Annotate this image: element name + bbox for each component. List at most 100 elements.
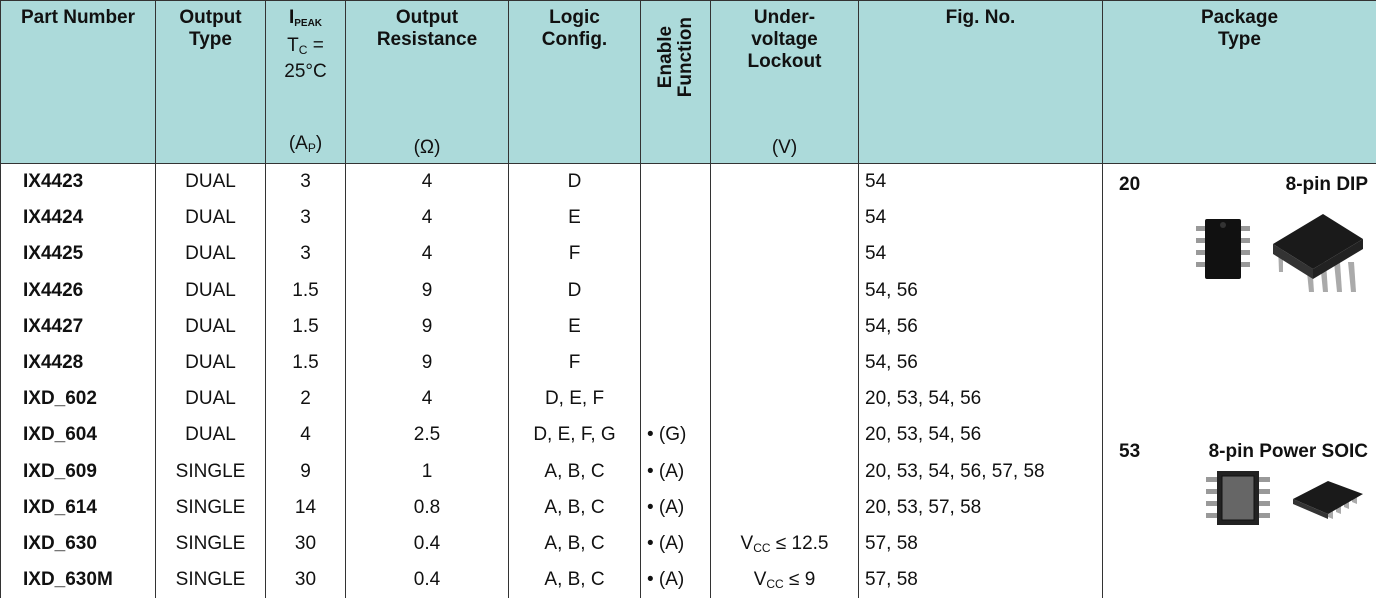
table-cell: 4 bbox=[346, 164, 509, 201]
table-cell: IXD_630M bbox=[1, 562, 156, 598]
table-cell: D bbox=[509, 164, 641, 201]
table-cell: 2 bbox=[266, 381, 346, 417]
table-cell: • (A) bbox=[641, 454, 711, 490]
table-cell: SINGLE bbox=[156, 454, 266, 490]
header-line: Resistance bbox=[348, 29, 506, 51]
header-line: Output bbox=[158, 7, 263, 29]
table-cell: 3 bbox=[266, 164, 346, 201]
text: T bbox=[287, 35, 299, 56]
text: ) bbox=[316, 133, 322, 154]
table-cell: DUAL bbox=[156, 381, 266, 417]
table-cell bbox=[641, 236, 711, 272]
table-cell: DUAL bbox=[156, 273, 266, 309]
table-cell: • (A) bbox=[641, 562, 711, 598]
table-cell: IX4428 bbox=[1, 345, 156, 381]
table-cell: 4 bbox=[346, 236, 509, 272]
table-cell: A, B, C bbox=[509, 562, 641, 598]
table-cell: 14 bbox=[266, 490, 346, 526]
table-cell: IX4425 bbox=[1, 236, 156, 272]
table-cell: 54, 56 bbox=[859, 273, 1103, 309]
table-cell: SINGLE bbox=[156, 562, 266, 598]
table-cell: • (A) bbox=[641, 490, 711, 526]
package-image bbox=[1119, 204, 1368, 305]
text: PEAK bbox=[294, 18, 322, 29]
table-cell: 57, 58 bbox=[859, 526, 1103, 562]
table-cell: F bbox=[509, 345, 641, 381]
table-cell: 1.5 bbox=[266, 345, 346, 381]
table-cell: IXD_602 bbox=[1, 381, 156, 417]
header-line: Lockout bbox=[713, 51, 856, 73]
table-cell: F bbox=[509, 236, 641, 272]
table-cell: E bbox=[509, 309, 641, 345]
table-cell: IXD_604 bbox=[1, 417, 156, 453]
header-line: Enable bbox=[656, 17, 676, 97]
table-cell bbox=[641, 164, 711, 201]
table-cell: 9 bbox=[346, 273, 509, 309]
header-cell: Fig. No. bbox=[859, 1, 1103, 164]
table-cell: IX4426 bbox=[1, 273, 156, 309]
table-cell: D bbox=[509, 273, 641, 309]
table-cell bbox=[641, 309, 711, 345]
text: ≤ 12.5 bbox=[776, 533, 829, 554]
table-cell: IXD_630 bbox=[1, 526, 156, 562]
text: CC bbox=[766, 577, 783, 591]
text: 20 bbox=[1119, 174, 1140, 196]
package-image bbox=[1119, 469, 1368, 535]
header-line: Under- bbox=[713, 7, 856, 29]
table-cell: VCC ≤ 12.5 bbox=[711, 526, 859, 562]
table-cell: 9 bbox=[346, 309, 509, 345]
header-line: Output bbox=[348, 7, 506, 29]
table-cell bbox=[641, 200, 711, 236]
table-cell bbox=[641, 345, 711, 381]
table-cell: • (G) bbox=[641, 417, 711, 453]
table-cell: 4 bbox=[266, 417, 346, 453]
header-line: Type bbox=[1105, 29, 1374, 51]
table-cell: DUAL bbox=[156, 200, 266, 236]
table-cell: 1 bbox=[346, 454, 509, 490]
table-cell: 3 bbox=[266, 200, 346, 236]
table-cell bbox=[711, 381, 859, 417]
table-cell: 4 bbox=[346, 381, 509, 417]
table-cell: 20, 53, 54, 56, 57, 58 bbox=[859, 454, 1103, 490]
table-cell bbox=[711, 236, 859, 272]
table-cell: 0.4 bbox=[346, 562, 509, 598]
table-cell: 20, 53, 54, 56 bbox=[859, 417, 1103, 453]
table-cell: D, E, F, G bbox=[509, 417, 641, 453]
text: 8-pin Power SOIC bbox=[1209, 441, 1368, 463]
table-cell: 0.8 bbox=[346, 490, 509, 526]
header-line: Logic bbox=[511, 7, 638, 29]
table-cell: 54 bbox=[859, 200, 1103, 236]
table-cell: • (A) bbox=[641, 526, 711, 562]
table-cell: 4 bbox=[346, 200, 509, 236]
table-cell: A, B, C bbox=[509, 526, 641, 562]
table-cell: DUAL bbox=[156, 164, 266, 201]
table-cell: DUAL bbox=[156, 345, 266, 381]
table-cell: IX4423 bbox=[1, 164, 156, 201]
table-cell: 54 bbox=[859, 164, 1103, 201]
text: (A bbox=[289, 133, 308, 154]
table-cell bbox=[711, 200, 859, 236]
header-cell: IPEAK TC = 25°C (AP) bbox=[266, 1, 346, 164]
table-cell: 54 bbox=[859, 236, 1103, 272]
table-cell: IX4427 bbox=[1, 309, 156, 345]
text: 25°C bbox=[268, 61, 343, 83]
table-cell: D, E, F bbox=[509, 381, 641, 417]
table-cell: 54, 56 bbox=[859, 309, 1103, 345]
header-line: voltage bbox=[713, 29, 856, 51]
table-cell: 20, 53, 57, 58 bbox=[859, 490, 1103, 526]
table-cell bbox=[711, 273, 859, 309]
text: ≤ 9 bbox=[789, 569, 815, 590]
table-cell: 2.5 bbox=[346, 417, 509, 453]
text: C bbox=[299, 43, 308, 57]
table-cell bbox=[711, 309, 859, 345]
table-cell: 20, 53, 54, 56 bbox=[859, 381, 1103, 417]
soic-package-icon bbox=[1188, 469, 1368, 529]
